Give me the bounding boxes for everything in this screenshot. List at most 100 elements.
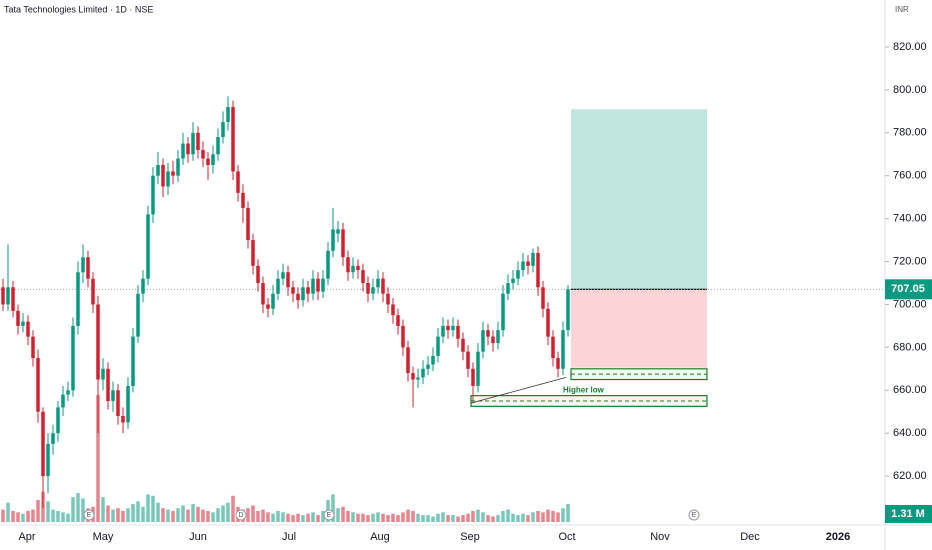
candle-body (91, 278, 95, 305)
candle-body (21, 321, 25, 326)
volume-bar (186, 509, 190, 522)
candle-body (361, 270, 365, 283)
volume-bar (516, 515, 520, 522)
volume-bar (291, 515, 295, 522)
volume-bar (11, 510, 15, 522)
volume-bar (466, 513, 470, 522)
volume-bar (51, 509, 55, 522)
candle-body (131, 336, 135, 386)
volume-bar (61, 512, 65, 522)
volume-bar (511, 513, 515, 522)
candle-body (251, 240, 255, 266)
candle-body (146, 214, 150, 279)
volume-bar (206, 510, 210, 522)
volume-bar (371, 513, 375, 522)
candle-body (406, 347, 410, 374)
candle-body (56, 407, 60, 434)
volume-bar (1, 509, 5, 522)
volume-bar (336, 508, 340, 522)
candle-body (541, 287, 545, 309)
volume-bar (471, 510, 475, 522)
volume-bar (316, 515, 320, 522)
volume-bar (66, 513, 70, 522)
candle-body (271, 293, 275, 309)
volume-bar (486, 515, 490, 522)
candle-body (501, 293, 505, 331)
candle-body (236, 171, 240, 193)
candle-body (136, 293, 140, 337)
volume-bar (181, 505, 185, 522)
event-label: D (238, 512, 243, 519)
candle-body (316, 278, 320, 292)
candle-body (356, 265, 360, 271)
candle-body (211, 154, 215, 165)
candle-body (436, 336, 440, 356)
candle-body (516, 270, 520, 279)
candle-body (376, 278, 380, 288)
y-tick-label: 660.00 (893, 384, 927, 396)
y-tick-label: 820.00 (893, 41, 927, 53)
volume-bar (416, 513, 420, 522)
event-label: E (692, 512, 697, 519)
volume-bar (286, 513, 290, 522)
volume-bar (156, 502, 160, 522)
candle-body (196, 132, 200, 150)
volume-bar (106, 505, 110, 522)
candle-body (526, 261, 530, 266)
volume-bar (116, 508, 120, 522)
volume-bar (136, 501, 140, 522)
volume-bar (71, 497, 75, 522)
event-icon (235, 509, 247, 521)
volume-bar (36, 499, 40, 522)
candle-body (141, 278, 145, 294)
volume-bar (431, 516, 435, 522)
candle-body (151, 175, 155, 215)
volume-bar (266, 512, 270, 522)
candle-body (421, 368, 425, 378)
volume-bar (476, 509, 480, 522)
candle-body (86, 257, 90, 279)
volume-bar (506, 509, 510, 522)
volume-bar (231, 495, 235, 522)
candle-body (186, 143, 190, 155)
candle-body (266, 304, 270, 309)
event-icon (83, 509, 95, 521)
volume-bar (451, 515, 455, 522)
candle-body (366, 282, 370, 294)
volume-bar (351, 512, 355, 522)
x-tick-label: Apr (18, 531, 35, 543)
candle-body (41, 411, 45, 477)
candle-body (461, 338, 465, 352)
candle-body (291, 287, 295, 294)
volume-bar (21, 513, 25, 522)
volume-bar (411, 510, 415, 522)
volume-bar (456, 516, 460, 522)
candle-body (76, 272, 80, 326)
volume-bar (251, 505, 255, 522)
volume-bar (76, 493, 80, 522)
volume-bar (281, 512, 285, 522)
volume-bar (376, 512, 380, 522)
volume-bar (521, 513, 525, 522)
volume-bar (26, 510, 30, 522)
candle-body (371, 287, 375, 294)
candle-body (401, 325, 405, 348)
volume-bar (96, 395, 100, 522)
volume-bar (111, 509, 115, 522)
y-tick-label: 640.00 (893, 427, 927, 439)
volume-bar (341, 506, 345, 522)
candle-body (426, 364, 430, 369)
candle-body (206, 158, 210, 165)
volume-bar (381, 513, 385, 522)
candle-body (466, 351, 470, 369)
x-tick-label: Oct (558, 531, 575, 543)
volume-bar (196, 506, 200, 522)
volume-bar (541, 512, 545, 522)
volume-bar (421, 515, 425, 522)
volume-bar (271, 513, 275, 522)
candle-body (456, 325, 460, 339)
candle-body (331, 229, 335, 251)
event-icon (688, 509, 700, 521)
candle-body (231, 107, 235, 172)
candle-body (61, 394, 65, 408)
